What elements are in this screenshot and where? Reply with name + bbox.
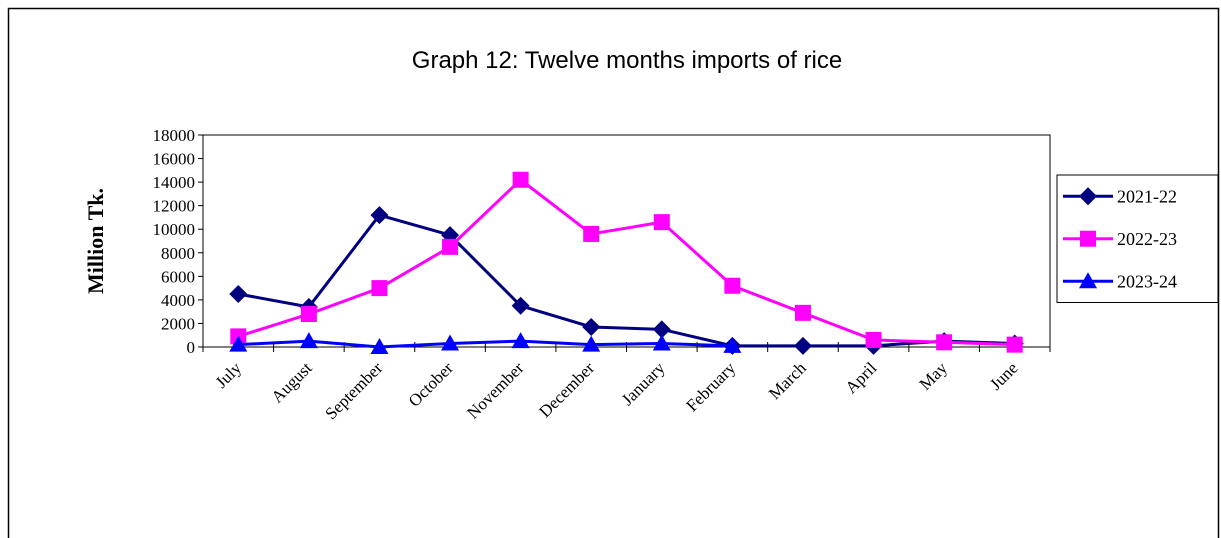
point — [865, 331, 882, 348]
point — [583, 225, 600, 242]
y-tick-label: 12000 — [153, 197, 196, 216]
y-axis-title: Million Tk. — [83, 188, 108, 294]
point — [582, 335, 601, 352]
point — [936, 334, 953, 351]
point — [370, 338, 389, 354]
series-line — [238, 339, 733, 349]
point — [229, 285, 248, 303]
point — [652, 320, 671, 339]
y-tick-label: 8000 — [161, 244, 195, 263]
y-tick-label: 0 — [187, 338, 196, 357]
series-line — [237, 177, 1015, 347]
point — [299, 332, 318, 349]
point — [441, 334, 460, 351]
point — [724, 277, 741, 294]
point — [1079, 272, 1097, 289]
point — [511, 296, 530, 315]
point — [229, 335, 248, 352]
point — [653, 214, 670, 231]
y-tick-label: 16000 — [153, 150, 196, 169]
y-tick-label: 10000 — [153, 220, 196, 239]
y-tick-label: 4000 — [161, 291, 195, 310]
point — [300, 306, 317, 323]
point — [582, 317, 601, 336]
point — [794, 304, 811, 321]
legend-label: 2021-22 — [1117, 186, 1177, 206]
point — [512, 171, 529, 188]
point — [793, 336, 812, 355]
y-tick-label: 6000 — [161, 267, 195, 286]
point — [1080, 230, 1096, 247]
point — [723, 336, 742, 353]
y-tick-label: 2000 — [161, 314, 195, 333]
chart-border — [7, 7, 1220, 538]
legend-label: 2022-23 — [1117, 229, 1177, 249]
point — [1006, 336, 1023, 353]
chart-title: Graph 12: Twelve months imports of rice — [412, 47, 842, 74]
point — [652, 334, 671, 351]
point — [511, 332, 530, 349]
y-tick-label: 14000 — [153, 173, 196, 192]
y-tick-label: 18000 — [153, 126, 196, 145]
legend-label: 2023-24 — [1117, 271, 1177, 291]
point — [370, 206, 389, 225]
point — [442, 238, 459, 255]
point — [1079, 187, 1097, 206]
point — [371, 280, 388, 297]
series-line — [238, 213, 1015, 348]
